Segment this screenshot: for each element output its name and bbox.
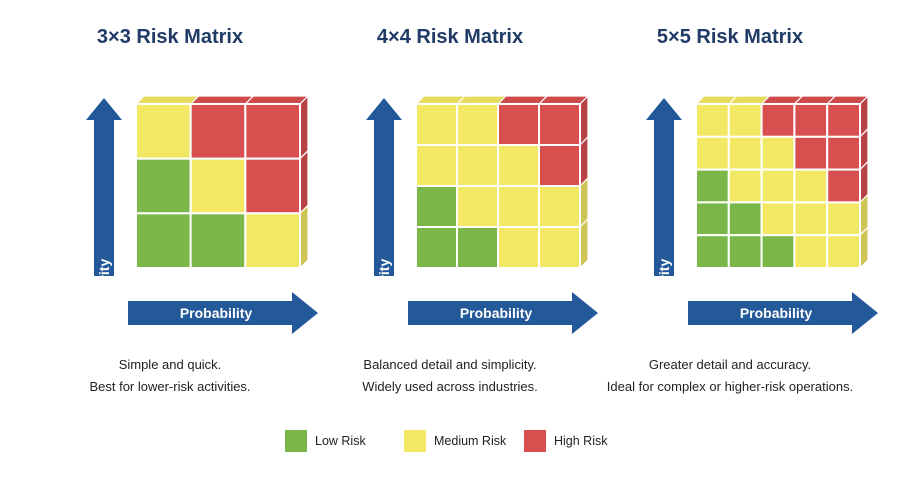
risk-cell-medium [727, 135, 763, 171]
severity-label: Severity [96, 258, 112, 314]
risk-cell-low [135, 212, 192, 270]
description-line-1: Greater detail and accuracy. [648, 357, 812, 372]
risk-cell-medium [135, 103, 192, 160]
matrix-panel-5x5: 5×5 Risk Matrix Severity Probability Gre… [590, 0, 878, 410]
matrix-panel-3x3: 3×3 Risk Matrix Severity Probability Sim… [30, 0, 318, 410]
risk-cell-low [456, 226, 499, 269]
risk-cell-low [695, 234, 730, 269]
risk-cell-medium [244, 212, 302, 270]
probability-arrow: Probability [688, 292, 880, 334]
panel-title: 3×3 Risk Matrix [96, 26, 244, 48]
risk-cell-high [244, 157, 302, 215]
risk-cell-medium [415, 144, 458, 187]
legend-label-high: High Risk [554, 434, 608, 448]
description-line-1: Simple and quick. [118, 357, 222, 372]
matrix-panel-4x4: 4×4 Risk Matrix Severity Probability Bal… [310, 0, 598, 410]
risk-cell-medium [415, 103, 458, 146]
risk-cell-medium [497, 144, 540, 187]
risk-cell-low [727, 234, 763, 269]
matrix-side-face [579, 217, 589, 270]
legend: Low Risk Medium Risk High Risk [0, 430, 900, 454]
risk-cell-high [538, 144, 581, 187]
risk-matrix-grid [414, 94, 590, 270]
risk-cell-medium [793, 168, 829, 204]
probability-label: Probability [179, 305, 253, 321]
risk-cell-low [415, 185, 458, 228]
risk-cell-medium [189, 157, 247, 215]
panel-description: Greater detail and accuracy. Ideal for c… [570, 354, 890, 398]
medium-risk-swatch [404, 430, 426, 452]
probability-label: Probability [459, 305, 533, 321]
risk-cell-high [793, 135, 829, 171]
risk-cell-medium [456, 185, 499, 228]
risk-cell-high [497, 103, 540, 146]
risk-cell-low [695, 201, 730, 237]
matrix-side-face [299, 94, 309, 161]
risk-cell-medium [826, 201, 861, 237]
risk-cell-high [244, 103, 302, 160]
risk-cell-high [538, 103, 581, 146]
risk-cell-medium [727, 168, 763, 204]
severity-arrow: Severity [644, 98, 684, 313]
description-line-1: Balanced detail and simplicity. [363, 357, 537, 372]
legend-label-low: Low Risk [315, 434, 366, 448]
risk-cell-medium [538, 226, 581, 269]
risk-cell-medium [793, 234, 829, 269]
matrix-side-face [299, 149, 309, 215]
severity-arrow: Severity [84, 98, 124, 313]
risk-cell-medium [456, 144, 499, 187]
risk-cell-medium [695, 135, 730, 171]
description-line-2: Best for lower-risk activities. [89, 379, 251, 394]
risk-cell-high [189, 103, 247, 160]
panel-title: 5×5 Risk Matrix [656, 26, 804, 48]
severity-label: Severity [656, 258, 672, 314]
risk-cell-high [826, 168, 861, 204]
risk-cell-high [826, 103, 861, 138]
description-line-2: Ideal for complex or higher-risk operati… [606, 379, 854, 394]
risk-cell-medium [760, 168, 796, 204]
risk-cell-low [415, 226, 458, 269]
probability-arrow: Probability [408, 292, 600, 334]
risk-cell-medium [760, 135, 796, 171]
panel-title: 4×4 Risk Matrix [376, 26, 524, 48]
risk-cell-high [793, 103, 829, 138]
risk-cell-medium [760, 201, 796, 237]
matrix-top-face [134, 95, 201, 105]
low-risk-swatch [285, 430, 307, 452]
risk-cell-high [826, 135, 861, 171]
risk-matrix-grid [694, 94, 870, 270]
matrix-side-face [299, 203, 309, 270]
panel-description: Simple and quick. Best for lower-risk ac… [10, 354, 330, 398]
risk-cell-medium [497, 185, 540, 228]
matrix-top-face [243, 95, 310, 105]
high-risk-swatch [524, 430, 546, 452]
risk-cell-medium [497, 226, 540, 269]
risk-cell-medium [456, 103, 499, 146]
severity-arrow: Severity [364, 98, 404, 313]
legend-label-medium: Medium Risk [434, 434, 507, 448]
severity-label: Severity [376, 258, 392, 314]
probability-arrow: Probability [128, 292, 320, 334]
risk-cell-low [695, 168, 730, 204]
matrix-side-face [859, 225, 869, 270]
risk-cell-low [135, 157, 192, 215]
probability-label: Probability [739, 305, 813, 321]
risk-cell-low [189, 212, 247, 270]
risk-cell-medium [695, 103, 730, 138]
panel-description: Balanced detail and simplicity. Widely u… [290, 354, 610, 398]
risk-cell-high [760, 103, 796, 138]
risk-cell-medium [538, 185, 581, 228]
matrix-top-face [189, 95, 255, 105]
risk-cell-medium [793, 201, 829, 237]
risk-cell-low [760, 234, 796, 269]
risk-matrix-grid [134, 94, 310, 270]
risk-cell-medium [727, 103, 763, 138]
risk-cell-low [727, 201, 763, 237]
risk-cell-medium [826, 234, 861, 269]
description-line-2: Widely used across industries. [362, 379, 538, 394]
